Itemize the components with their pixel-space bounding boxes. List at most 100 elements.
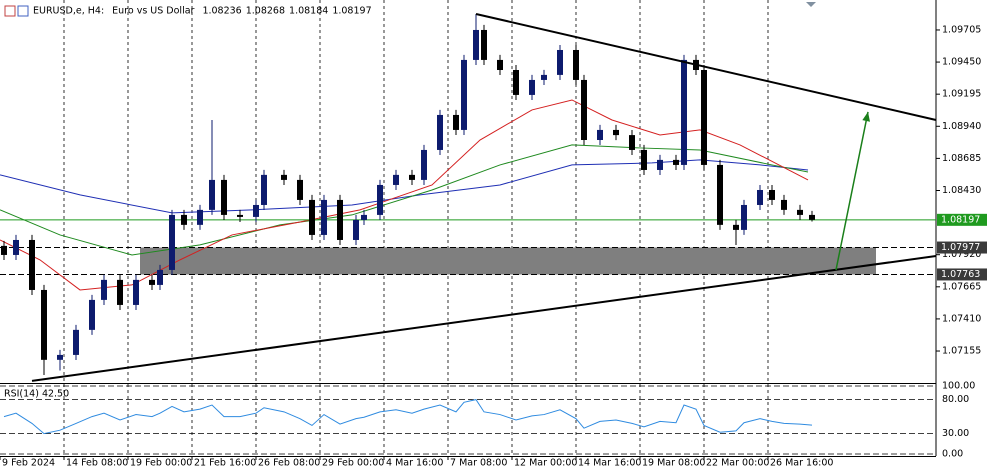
- moving-average: [0, 144, 809, 256]
- candle: [557, 44, 563, 80]
- candle-body: [573, 49, 579, 80]
- icon: [4, 5, 16, 17]
- candle: [741, 199, 747, 235]
- candle-body: [13, 239, 19, 255]
- candle: [797, 204, 803, 220]
- candle-body: [781, 199, 787, 210]
- candle-body: [89, 299, 95, 330]
- y-tick-label: 1.07665: [942, 281, 981, 292]
- candle-body: [733, 224, 739, 230]
- level-label-box: [937, 268, 987, 281]
- x-tick-label: 9 Feb 2024: [2, 458, 55, 469]
- candle-body: [513, 70, 519, 95]
- level-label: 1.07977: [941, 242, 980, 253]
- candle-body: [253, 204, 259, 217]
- y-tick-label: 1.07920: [942, 249, 981, 260]
- candle: [13, 234, 19, 260]
- icon: [17, 5, 29, 17]
- candle: [377, 179, 383, 220]
- x-tick-label: 21 Feb 16:00: [194, 458, 256, 469]
- candle-body: [757, 189, 763, 205]
- candle: [769, 184, 775, 205]
- current-price-box: [937, 213, 987, 226]
- candle-body: [149, 279, 155, 285]
- scroll-marker: [806, 2, 816, 7]
- candle: [221, 174, 227, 220]
- candle-body: [169, 214, 175, 270]
- candle-body: [629, 135, 635, 150]
- header-value: 1.08236: [202, 6, 241, 17]
- candle: [497, 54, 503, 76]
- y-tick-label: 0.00: [942, 449, 963, 460]
- candle-body: [497, 59, 503, 71]
- candle-body: [353, 219, 359, 240]
- y-tick-label: 1.08940: [942, 121, 981, 132]
- forecast-arrow: [835, 111, 869, 271]
- candle: [453, 109, 459, 135]
- y-tick-label: 100.00: [942, 381, 975, 392]
- candle: [529, 74, 535, 100]
- candle: [657, 154, 663, 176]
- candle: [281, 169, 287, 185]
- candle-body: [1, 245, 7, 255]
- rsi-line: [3, 399, 813, 435]
- chart-title: EURUSD,e, H4:: [33, 6, 104, 17]
- candle-body: [321, 199, 327, 235]
- candle-body: [461, 59, 467, 130]
- candle: [41, 284, 47, 375]
- candle: [197, 204, 203, 230]
- chart-subtitle: Euro vs US Dollar: [112, 6, 194, 17]
- candle: [581, 74, 587, 146]
- candle-body: [529, 79, 535, 95]
- moving-average: [0, 99, 809, 291]
- candle-body: [297, 179, 303, 200]
- header-value: 1.08268: [246, 6, 285, 17]
- candle-body: [197, 209, 203, 225]
- candle-body: [377, 184, 383, 215]
- candle: [57, 349, 63, 371]
- candle-body: [437, 114, 443, 150]
- candle: [253, 199, 259, 222]
- candle-body: [657, 159, 663, 170]
- candle-body: [597, 129, 603, 141]
- level-label-box: [937, 241, 987, 254]
- x-tick-label: 14 Mar 16:00: [578, 458, 641, 469]
- candle-body: [769, 189, 775, 200]
- candle: [513, 64, 519, 100]
- trendline: [31, 254, 937, 382]
- candle-body: [581, 79, 587, 141]
- trendline: [475, 13, 937, 121]
- candle: [437, 109, 443, 155]
- candle-body: [717, 164, 723, 225]
- candle: [361, 209, 367, 225]
- y-tick-label: 1.07410: [942, 313, 981, 324]
- candle: [169, 209, 175, 275]
- candle: [641, 144, 647, 176]
- candle: [573, 44, 579, 85]
- candle-body: [29, 239, 35, 290]
- support-zone: [140, 247, 876, 275]
- candle: [393, 169, 399, 190]
- candle: [473, 13, 479, 65]
- candle-body: [157, 269, 163, 285]
- candle: [101, 274, 107, 305]
- x-tick-label: 14 Feb 08:00: [66, 458, 128, 469]
- candle-body: [701, 70, 707, 165]
- candle: [321, 194, 327, 240]
- candle-body: [541, 74, 547, 80]
- candle-body: [681, 59, 687, 165]
- candle: [89, 294, 95, 335]
- candle: [117, 274, 123, 310]
- y-tick-label: 80.00: [942, 394, 969, 405]
- candle: [481, 24, 487, 65]
- candle: [757, 184, 763, 211]
- candle: [461, 54, 467, 135]
- candle: [261, 169, 267, 211]
- candle: [133, 274, 139, 310]
- moving-average: [0, 159, 809, 214]
- rsi-title: RSI(14) 42.50: [4, 389, 69, 400]
- candle: [421, 144, 427, 185]
- candle-body: [453, 114, 459, 130]
